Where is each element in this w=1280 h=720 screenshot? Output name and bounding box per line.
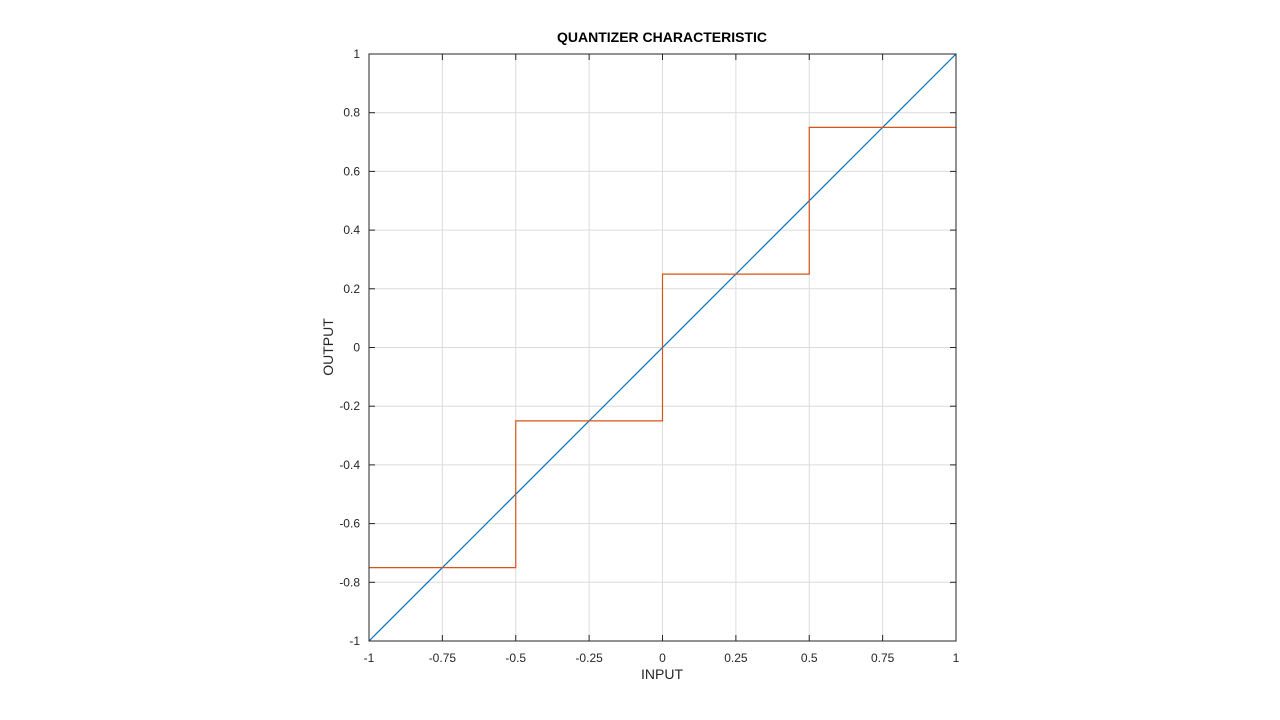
axis-tick-labels: -1 -0.75 -0.5 -0.25 0 0.25 0.5 0.75 1 -1 -0.8 -0.6 -…	[339, 47, 959, 665]
x-tick-label: -1	[364, 651, 375, 665]
y-tick-label: 0	[353, 341, 360, 355]
y-tick-label: -0.4	[339, 458, 360, 472]
y-tick-label: 0.4	[343, 223, 360, 237]
y-tick-label: 1	[353, 47, 360, 61]
y-tick-label: -1	[349, 634, 360, 648]
x-tick-label: 0.75	[871, 651, 895, 665]
x-tick-label: 0	[659, 651, 666, 665]
y-tick-label: 0.6	[343, 164, 360, 178]
y-tick-label: -0.8	[339, 575, 360, 589]
series-line-2	[369, 126, 956, 569]
x-tick-label: 0.5	[801, 651, 818, 665]
y-tick-label: -0.2	[339, 399, 360, 413]
y-axis-label: OUTPUT	[320, 318, 336, 376]
x-axis-label: INPUT	[641, 666, 683, 682]
x-tick-label: -0.5	[505, 651, 526, 665]
y-tick-label: 0.2	[343, 282, 360, 296]
x-tick-label: 1	[953, 651, 960, 665]
x-tick-label: -0.75	[429, 651, 457, 665]
x-tick-label: -0.25	[575, 651, 603, 665]
chart-title: QUANTIZER CHARACTERISTIC	[557, 29, 767, 45]
x-tick-label: 0.25	[724, 651, 748, 665]
axis-ticks	[368, 53, 957, 642]
y-tick-label: -0.6	[339, 517, 360, 531]
y-tick-label: 0.8	[343, 106, 360, 120]
data-series	[368, 53, 957, 642]
